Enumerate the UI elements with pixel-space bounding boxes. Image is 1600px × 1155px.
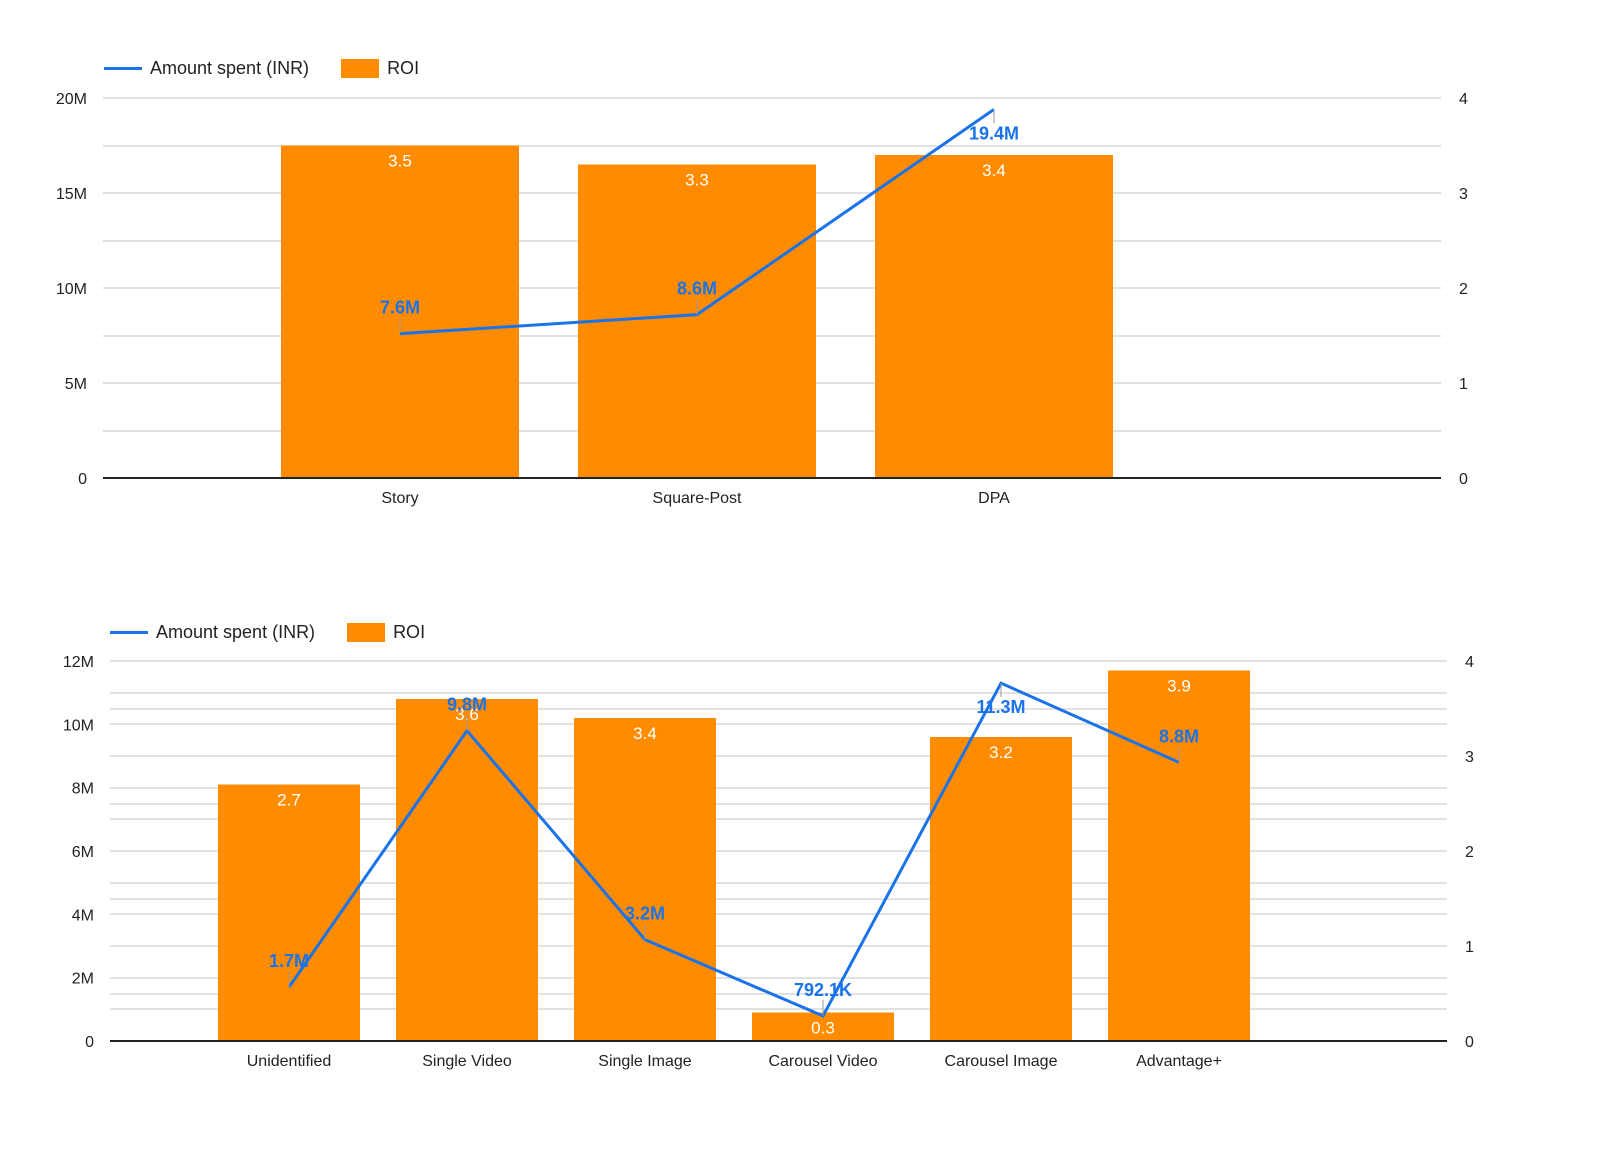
roi-bar-label: 2.7 [277, 791, 301, 810]
left-axis-tick: 20M [56, 91, 87, 108]
chart-top-roi-spend-by-format: Amount spent (INR) ROI 0 5M 10M 15M 20M 0 1 2 3 4… [0, 0, 1600, 540]
right-axis-tick: 3 [1459, 186, 1468, 203]
right-axis-tick: 3 [1465, 749, 1474, 766]
chart-bottom-roi-spend-by-creative: Amount spent (INR) ROI 0 2M 4M 6M 8M 10M 12M 0 1… [0, 560, 1600, 1120]
roi-bar-label: 3.9 [1167, 677, 1191, 696]
roi-bar-label: 3.4 [982, 161, 1006, 180]
right-axis-tick: 4 [1465, 654, 1474, 671]
amount-spent-label: 3.2M [625, 904, 665, 924]
roi-bar[interactable] [396, 699, 538, 1041]
category-label: Advantage+ [1136, 1053, 1222, 1070]
left-axis-tick: 0 [85, 1034, 94, 1051]
amount-spent-label: 7.6M [380, 298, 420, 318]
category-label: Unidentified [247, 1053, 332, 1070]
left-axis-tick: 12M [63, 654, 94, 671]
category-label: Carousel Video [768, 1053, 877, 1070]
right-axis-tick: 2 [1465, 844, 1474, 861]
legend-line-label: Amount spent (INR) [150, 58, 310, 78]
roi-bar[interactable] [218, 784, 360, 1042]
roi-bar-label: 3.3 [685, 171, 709, 190]
roi-bar[interactable] [281, 145, 519, 479]
left-axis-tick: 15M [56, 186, 87, 203]
legend-bar-swatch [341, 59, 380, 78]
legend-bar-label: ROI [387, 58, 420, 78]
left-axis-tick: 10M [56, 281, 87, 298]
left-axis-tick: 0 [78, 471, 87, 488]
right-axis-tick: 0 [1459, 471, 1468, 488]
legend: Amount spent (INR) ROI [110, 622, 425, 643]
amount-spent-label: 8.8M [1159, 726, 1199, 746]
amount-spent-label: 792.1K [794, 980, 852, 1000]
roi-bar[interactable] [578, 164, 816, 479]
chart-plot: 0 5M 10M 15M 20M 0 1 2 3 4 3.5 3.3 3.4 Story Square-Po… [56, 91, 1468, 507]
left-axis-tick: 6M [72, 844, 94, 861]
right-axis-tick: 1 [1459, 376, 1468, 393]
roi-bar-label: 3.4 [633, 724, 657, 743]
left-axis-tick: 5M [65, 376, 87, 393]
roi-bar-label: 0.3 [811, 1019, 835, 1038]
right-axis-tick: 2 [1459, 281, 1468, 298]
legend-line-label: Amount spent (INR) [156, 622, 316, 642]
right-axis-tick: 0 [1465, 1034, 1474, 1051]
left-axis-tick: 4M [72, 907, 94, 924]
legend-bar-swatch [347, 623, 386, 642]
legend-line-swatch [104, 67, 142, 70]
left-axis-tick: 2M [72, 971, 94, 988]
roi-bar-label: 3.6 [455, 705, 479, 724]
amount-spent-line[interactable] [287, 681, 1180, 1018]
amount-spent-label: 9.8M [447, 695, 487, 715]
roi-bar[interactable] [574, 718, 716, 1041]
roi-bar[interactable] [875, 155, 1113, 478]
legend: Amount spent (INR) ROI [104, 58, 419, 79]
amount-spent-label: 1.7M [269, 951, 309, 971]
legend-line-swatch [110, 631, 148, 634]
roi-bar[interactable] [1108, 670, 1250, 1042]
category-label: Story [381, 490, 418, 507]
category-label: DPA [978, 490, 1010, 507]
left-axis-tick: 8M [72, 781, 94, 798]
left-axis-tick: 10M [63, 717, 94, 734]
category-label: Single Video [422, 1053, 512, 1070]
category-label: Single Image [598, 1053, 691, 1070]
amount-spent-label: 19.4M [969, 123, 1019, 143]
right-axis-tick: 4 [1459, 91, 1468, 108]
amount-spent-label: 11.3M [976, 697, 1025, 717]
category-label: Square-Post [653, 490, 742, 507]
roi-bar-label: 3.5 [388, 152, 412, 171]
roi-bar-label: 3.2 [989, 743, 1013, 762]
roi-bar[interactable] [930, 737, 1072, 1041]
legend-bar-label: ROI [393, 622, 426, 642]
amount-spent-label: 8.6M [677, 279, 717, 299]
right-axis-tick: 1 [1465, 939, 1474, 956]
category-label: Carousel Image [945, 1053, 1058, 1070]
chart-plot: 0 2M 4M 6M 8M 10M 12M 0 1 2 3 4 2.7 3.6 3.4 0.3 3.2 3.9 Un… [63, 654, 1474, 1070]
